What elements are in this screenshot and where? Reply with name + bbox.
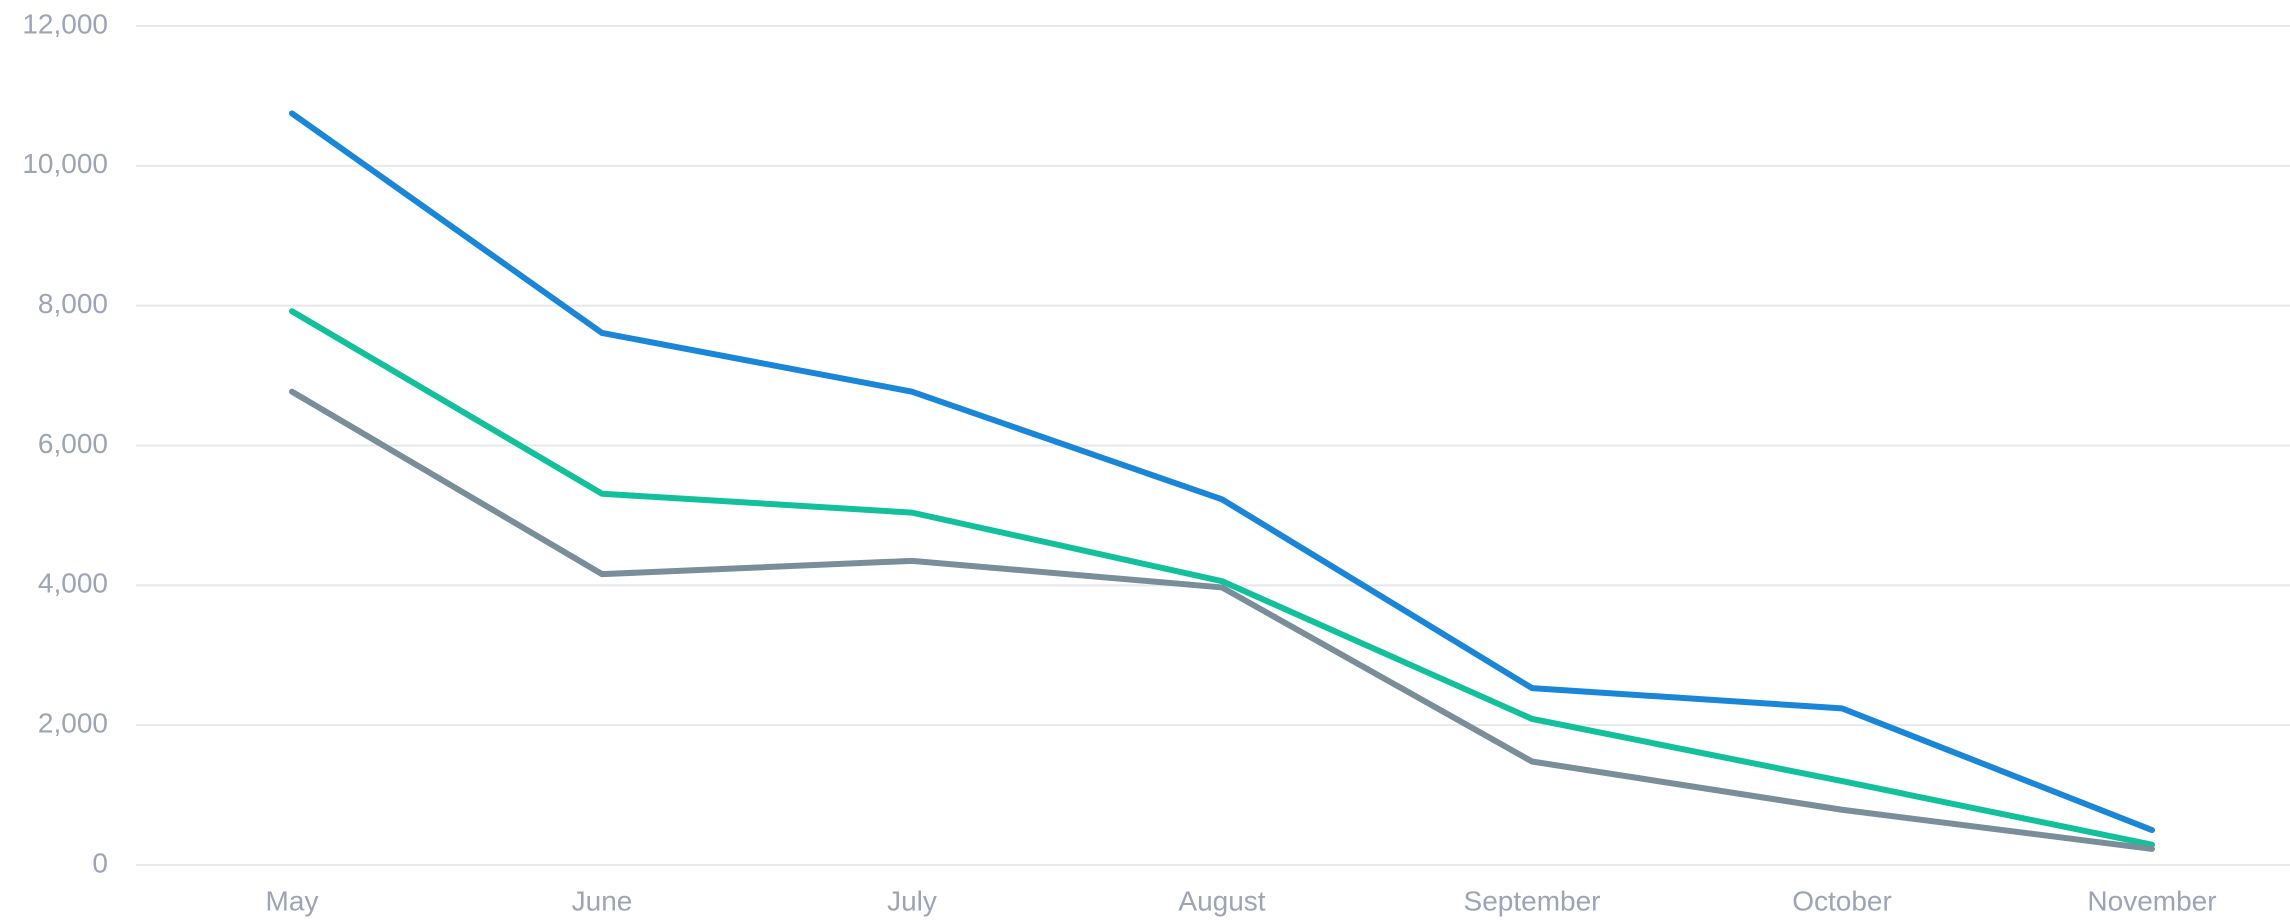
- series-line: [289, 110, 2155, 834]
- y-tick-label: 4,000: [38, 568, 108, 599]
- x-tick-label: June: [572, 885, 633, 916]
- y-tick-label: 10,000: [22, 148, 108, 179]
- y-tick-label: 6,000: [38, 428, 108, 459]
- y-tick-label: 2,000: [38, 708, 108, 739]
- series-line: [289, 308, 2155, 848]
- x-tick-label: July: [887, 885, 937, 916]
- x-tick-label: May: [266, 885, 319, 916]
- series-line: [289, 388, 2155, 852]
- x-tick-label: October: [1792, 885, 1892, 916]
- x-tick-label: September: [1464, 885, 1601, 916]
- y-tick-label: 0: [92, 847, 108, 878]
- y-tick-label: 12,000: [22, 8, 108, 39]
- x-tick-label: November: [2087, 885, 2216, 916]
- x-tick-label: August: [1178, 885, 1265, 916]
- y-tick-label: 8,000: [38, 288, 108, 319]
